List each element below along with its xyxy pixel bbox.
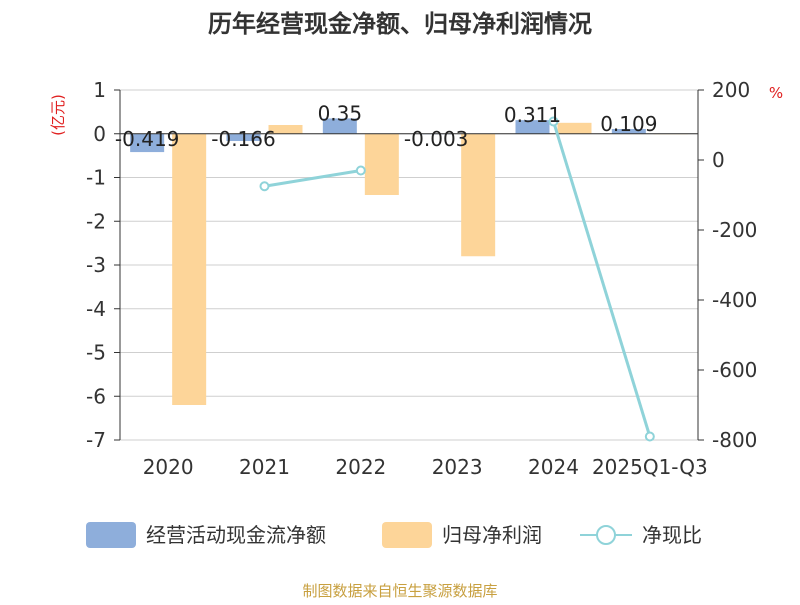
cash-flow-bar[interactable]: [322, 118, 357, 134]
ratio-point[interactable]: [548, 116, 559, 127]
cash-flow-value-label: 0.311: [504, 103, 561, 127]
cash-flow-value-label: 0.35: [318, 101, 363, 125]
ratio-line-segment: [552, 121, 652, 437]
ratio-line: [259, 116, 655, 442]
legend-item-ratio[interactable]: 净现比: [580, 523, 702, 547]
right-tick-label: -200: [712, 218, 757, 242]
ratio-line-segment: [264, 169, 362, 188]
cash-flow-bar[interactable]: [130, 133, 165, 153]
right-tick-label: 0: [712, 148, 725, 172]
profit-bar[interactable]: [557, 122, 592, 134]
left-tick-label: -7: [86, 428, 106, 452]
left-tick-label: 0: [93, 122, 106, 146]
right-axis-ticks: 200 0 -200 -400 -600 -800: [698, 78, 757, 452]
source-footer: 制图数据来自恒生聚源数据库: [302, 582, 497, 600]
x-tick-label: 2020: [143, 455, 194, 479]
left-axis-ticks: 1 0 -1 -2 -3 -4 -5 -6 -7: [86, 78, 120, 452]
cash-flow-value-label: -0.166: [211, 127, 275, 151]
profit-bar[interactable]: [172, 133, 207, 405]
left-tick-label: -5: [86, 341, 106, 365]
legend-swatch-net-profit: [382, 522, 432, 548]
right-tick-label: -400: [712, 288, 757, 312]
left-tick-label: -2: [86, 209, 106, 233]
left-tick-label: 1: [93, 78, 106, 102]
profit-bar[interactable]: [364, 133, 399, 195]
left-tick-label: -1: [86, 166, 106, 190]
chart-title: 历年经营现金净额、归母净利润情况: [208, 10, 592, 38]
x-axis-ticks: 2020 2021 2022 2023 2024 2025Q1-Q3: [143, 455, 708, 479]
legend-label-cash-flow: 经营活动现金流净额: [146, 523, 326, 547]
x-tick-label: 2021: [239, 455, 290, 479]
left-axis-label: (亿元): [49, 94, 67, 136]
bar-value-labels: -0.419 -0.166 0.35 -0.003 0.311 0.109: [115, 101, 658, 150]
ratio-point[interactable]: [355, 165, 366, 176]
right-axis-label: %: [769, 84, 783, 102]
left-tick-label: -6: [86, 384, 106, 408]
profit-bars: [172, 122, 688, 405]
x-tick-label: 2023: [432, 455, 483, 479]
cash-flow-value-label: 0.109: [600, 112, 657, 136]
profit-bar[interactable]: [461, 133, 496, 257]
cash-flow-bar[interactable]: [611, 128, 646, 134]
legend-label-net-profit: 归母净利润: [442, 523, 542, 547]
ratio-point[interactable]: [259, 181, 270, 192]
cash-flow-value-label: -0.419: [115, 127, 179, 151]
legend: 经营活动现金流净额 归母净利润 净现比: [86, 522, 702, 548]
legend-label-ratio: 净现比: [642, 523, 702, 547]
left-tick-label: -3: [86, 253, 106, 277]
legend-marker-ratio: [596, 525, 616, 545]
legend-item-net-profit[interactable]: 归母净利润: [382, 522, 542, 548]
x-tick-label: 2025Q1-Q3: [592, 455, 708, 479]
x-tick-label: 2024: [528, 455, 579, 479]
legend-swatch-cash-flow: [86, 522, 136, 548]
ratio-point[interactable]: [644, 431, 655, 442]
legend-item-cash-flow[interactable]: 经营活动现金流净额: [86, 522, 326, 548]
left-tick-label: -4: [86, 297, 106, 321]
right-tick-label: -800: [712, 428, 757, 452]
x-tick-label: 2022: [335, 455, 386, 479]
cash-flow-bar[interactable]: [226, 133, 261, 142]
profit-bar[interactable]: [268, 125, 303, 134]
right-tick-label: 200: [712, 78, 750, 102]
cash-flow-value-label: -0.003: [404, 127, 468, 151]
cash-flow-bar[interactable]: [515, 120, 550, 134]
right-tick-label: -600: [712, 358, 757, 382]
